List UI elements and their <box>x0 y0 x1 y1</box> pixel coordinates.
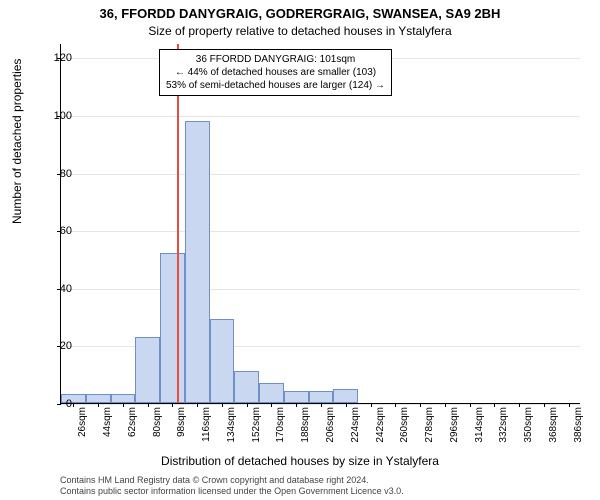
xtick-label: 98sqm <box>176 407 187 437</box>
xtick-label: 116sqm <box>201 407 212 442</box>
chart-title-main: 36, FFORDD DANYGRAIG, GODRERGRAIG, SWANS… <box>0 6 600 21</box>
histogram-bar <box>111 394 136 403</box>
xtick-mark <box>98 403 99 407</box>
xtick-label: 242sqm <box>375 407 386 443</box>
gridline <box>61 116 580 117</box>
attribution-line2: Contains public sector information licen… <box>60 486 580 498</box>
ytick-label: 100 <box>42 110 72 122</box>
xtick-label: 368sqm <box>548 407 559 443</box>
callout-box: 36 FFORDD DANYGRAIG: 101sqm ← 44% of det… <box>159 49 392 96</box>
xtick-label: 332sqm <box>498 407 509 443</box>
histogram-bar <box>185 121 210 403</box>
xtick-label: 80sqm <box>152 407 163 437</box>
chart-root: 36, FFORDD DANYGRAIG, GODRERGRAIG, SWANS… <box>0 0 600 500</box>
xtick-label: 62sqm <box>127 407 138 437</box>
histogram-bar <box>86 394 111 403</box>
xtick-mark <box>569 403 570 407</box>
xtick-mark <box>519 403 520 407</box>
attribution-line1: Contains HM Land Registry data © Crown c… <box>60 475 580 487</box>
xtick-mark <box>123 403 124 407</box>
xtick-label: 314sqm <box>474 407 485 443</box>
xtick-mark <box>346 403 347 407</box>
y-axis-label: Number of detached properties <box>10 59 24 224</box>
gridline <box>61 231 580 232</box>
xtick-label: 152sqm <box>251 407 262 443</box>
xtick-mark <box>222 403 223 407</box>
xtick-label: 170sqm <box>275 407 286 443</box>
xtick-mark <box>271 403 272 407</box>
ytick-label: 120 <box>42 52 72 64</box>
xtick-label: 386sqm <box>573 407 584 443</box>
attribution-text: Contains HM Land Registry data © Crown c… <box>60 475 580 498</box>
histogram-bar <box>284 391 309 403</box>
ytick-label: 20 <box>42 340 72 352</box>
xtick-mark <box>371 403 372 407</box>
xtick-label: 350sqm <box>523 407 534 443</box>
xtick-mark <box>148 403 149 407</box>
ytick-label: 40 <box>42 283 72 295</box>
xtick-mark <box>395 403 396 407</box>
histogram-bar <box>333 389 358 403</box>
histogram-bar <box>309 391 334 403</box>
xtick-mark <box>470 403 471 407</box>
histogram-bar <box>259 383 284 403</box>
ytick-label: 60 <box>42 225 72 237</box>
xtick-mark <box>73 403 74 407</box>
property-marker-line <box>177 44 179 403</box>
xtick-mark <box>420 403 421 407</box>
xtick-label: 260sqm <box>399 407 410 443</box>
xtick-label: 44sqm <box>102 407 113 437</box>
xtick-mark <box>247 403 248 407</box>
gridline <box>61 174 580 175</box>
callout-line1: 36 FFORDD DANYGRAIG: 101sqm <box>166 53 385 66</box>
xtick-label: 134sqm <box>226 407 237 443</box>
xtick-mark <box>197 403 198 407</box>
plot-inner: 26sqm44sqm62sqm80sqm98sqm116sqm134sqm152… <box>60 44 580 404</box>
xtick-label: 26sqm <box>77 407 88 437</box>
x-axis-label: Distribution of detached houses by size … <box>0 454 600 468</box>
histogram-bar <box>160 253 185 403</box>
histogram-bar <box>234 371 259 403</box>
xtick-label: 278sqm <box>424 407 435 443</box>
xtick-mark <box>321 403 322 407</box>
xtick-mark <box>172 403 173 407</box>
ytick-label: 0 <box>42 398 72 410</box>
xtick-mark <box>445 403 446 407</box>
histogram-bar <box>210 319 235 403</box>
xtick-label: 296sqm <box>449 407 460 443</box>
plot-area: 26sqm44sqm62sqm80sqm98sqm116sqm134sqm152… <box>60 44 580 404</box>
xtick-label: 206sqm <box>325 407 336 443</box>
xtick-mark <box>494 403 495 407</box>
ytick-label: 80 <box>42 168 72 180</box>
callout-line3: 53% of semi-detached houses are larger (… <box>166 79 385 92</box>
xtick-label: 188sqm <box>300 407 311 443</box>
xtick-mark <box>544 403 545 407</box>
xtick-mark <box>296 403 297 407</box>
chart-title-sub: Size of property relative to detached ho… <box>0 24 600 38</box>
xtick-label: 224sqm <box>350 407 361 443</box>
callout-line2: ← 44% of detached houses are smaller (10… <box>166 66 385 79</box>
histogram-bar <box>135 337 160 403</box>
gridline <box>61 289 580 290</box>
